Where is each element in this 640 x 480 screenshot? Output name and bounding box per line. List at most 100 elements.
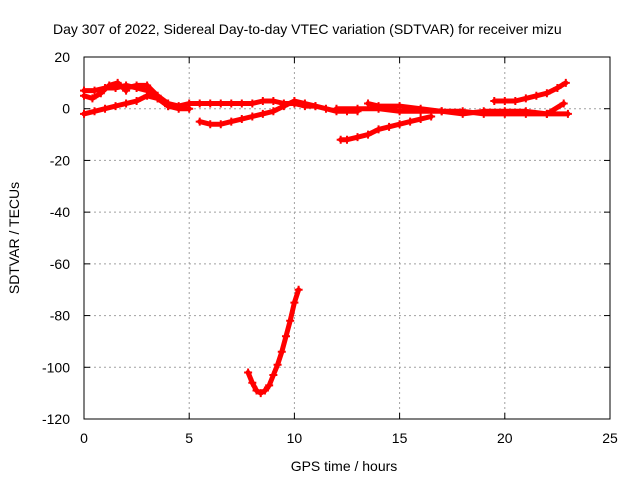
data-point [132,96,141,105]
data-point [227,99,236,108]
data-point [185,99,194,108]
data-point [244,368,253,377]
data-point [458,109,467,118]
data-point [96,89,105,98]
data-point [490,96,499,105]
data-point [563,109,572,118]
x-tick-label: 15 [392,430,408,446]
data-point [143,81,152,90]
data-point [532,91,541,100]
data-point [143,91,152,100]
data-point [479,107,488,116]
y-tick-label: -60 [50,256,70,272]
x-tick-label: 10 [287,430,303,446]
y-tick-label: -80 [50,308,70,324]
data-point [500,107,509,116]
data-point [273,360,282,369]
data-point [416,104,425,113]
data-point [311,102,320,111]
data-point [80,109,88,118]
series-track-9 [364,99,568,118]
data-point [111,102,120,111]
y-tick-label: -100 [42,359,70,375]
data-point [553,84,562,93]
plot-frame [83,56,611,420]
data-point [279,102,288,111]
chart-title: Day 307 of 2022, Sidereal Day-to-day VTE… [53,21,562,37]
data-point [521,94,530,103]
data-point [216,99,225,108]
data-point [277,347,286,356]
data-point [132,81,141,90]
data-point [559,99,568,108]
data-point [90,107,99,116]
data-point [511,96,520,105]
data-point [500,96,509,105]
data-point [206,99,215,108]
data-point [364,130,373,139]
data-point [260,386,269,395]
data-point [248,99,257,108]
data-point [237,115,246,124]
data-point [105,81,114,90]
data-point [258,109,267,118]
data-point [542,89,551,98]
y-tick-label: -40 [50,204,70,220]
data-point [195,117,204,126]
x-tick-label: 25 [602,430,618,446]
data-point [343,135,351,144]
data-point [332,104,341,113]
x-axis-label: GPS time / hours [291,458,398,474]
data-point [269,96,278,105]
data-point [416,115,425,124]
data-point [406,117,415,126]
y-tick-label: 20 [54,49,70,65]
series-track-6 [244,285,303,398]
data-point [290,96,299,105]
data-point [88,94,97,103]
data-point [90,86,99,95]
data-point [321,104,330,113]
data-point [395,120,404,129]
x-tick-label: 5 [185,430,193,446]
y-tick-label: -20 [50,152,70,168]
data-point [294,285,303,294]
data-point [286,316,295,325]
data-point [174,102,183,111]
series-track-10 [490,78,570,105]
data-point [153,91,162,100]
data-point [269,371,278,380]
data-point [374,125,383,134]
data-point [290,298,299,307]
data-point [385,122,394,131]
data-point [195,99,204,108]
data-point [353,104,362,113]
data-point [122,99,131,108]
data-point [542,109,551,118]
data-point [248,378,257,387]
data-point [80,91,88,100]
data-point [206,120,215,129]
data-point [395,102,404,111]
data-point [521,107,530,116]
data-point [281,332,290,341]
series-track-7 [336,112,436,144]
data-point [227,117,236,126]
data-point [364,99,373,108]
data-point [300,99,309,108]
y-axis-label: SDTVAR / TECUs [6,182,22,294]
series-layer [80,78,572,398]
tick-layer: 0 5 10 15 20 25 20 0 -20 -40 -60 -80 -100 -120 [42,49,618,446]
data-point [269,107,278,116]
data-point [427,112,436,121]
data-point [237,99,246,108]
data-point [164,99,173,108]
data-point [252,386,261,395]
data-point [258,96,267,105]
x-tick-label: 0 [80,430,88,446]
data-point [216,120,225,129]
data-point [101,104,110,113]
data-point [437,107,446,116]
data-point [374,102,383,111]
